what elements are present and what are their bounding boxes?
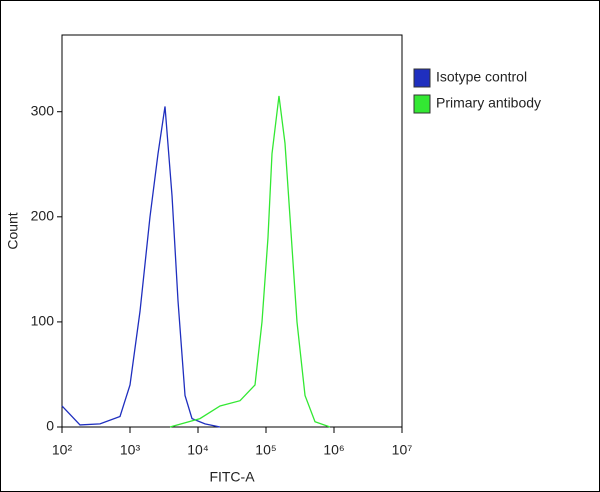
x-tick-label: 10⁴ [187, 442, 209, 458]
y-tick-label: 100 [31, 313, 55, 329]
x-tick-label: 10² [52, 442, 73, 458]
legend-label: Isotype control [436, 69, 527, 85]
legend-swatch [413, 94, 431, 114]
y-tick-label: 300 [31, 102, 55, 118]
y-axis-label: Count [5, 212, 21, 249]
x-tick-label: 10⁵ [255, 442, 276, 458]
x-tick-label: 10⁷ [392, 442, 413, 458]
x-tick-label: 10³ [120, 442, 141, 458]
y-tick-label: 200 [31, 208, 55, 224]
histogram-line [61, 106, 221, 428]
x-axis-label: FITC-A [209, 469, 255, 485]
plot-area [61, 34, 403, 428]
x-tick-label: 10⁶ [323, 442, 344, 458]
histogram-line [169, 95, 331, 428]
legend-swatch [413, 68, 431, 88]
legend-label: Primary antibody [436, 95, 541, 111]
y-tick-label: 0 [46, 418, 54, 434]
